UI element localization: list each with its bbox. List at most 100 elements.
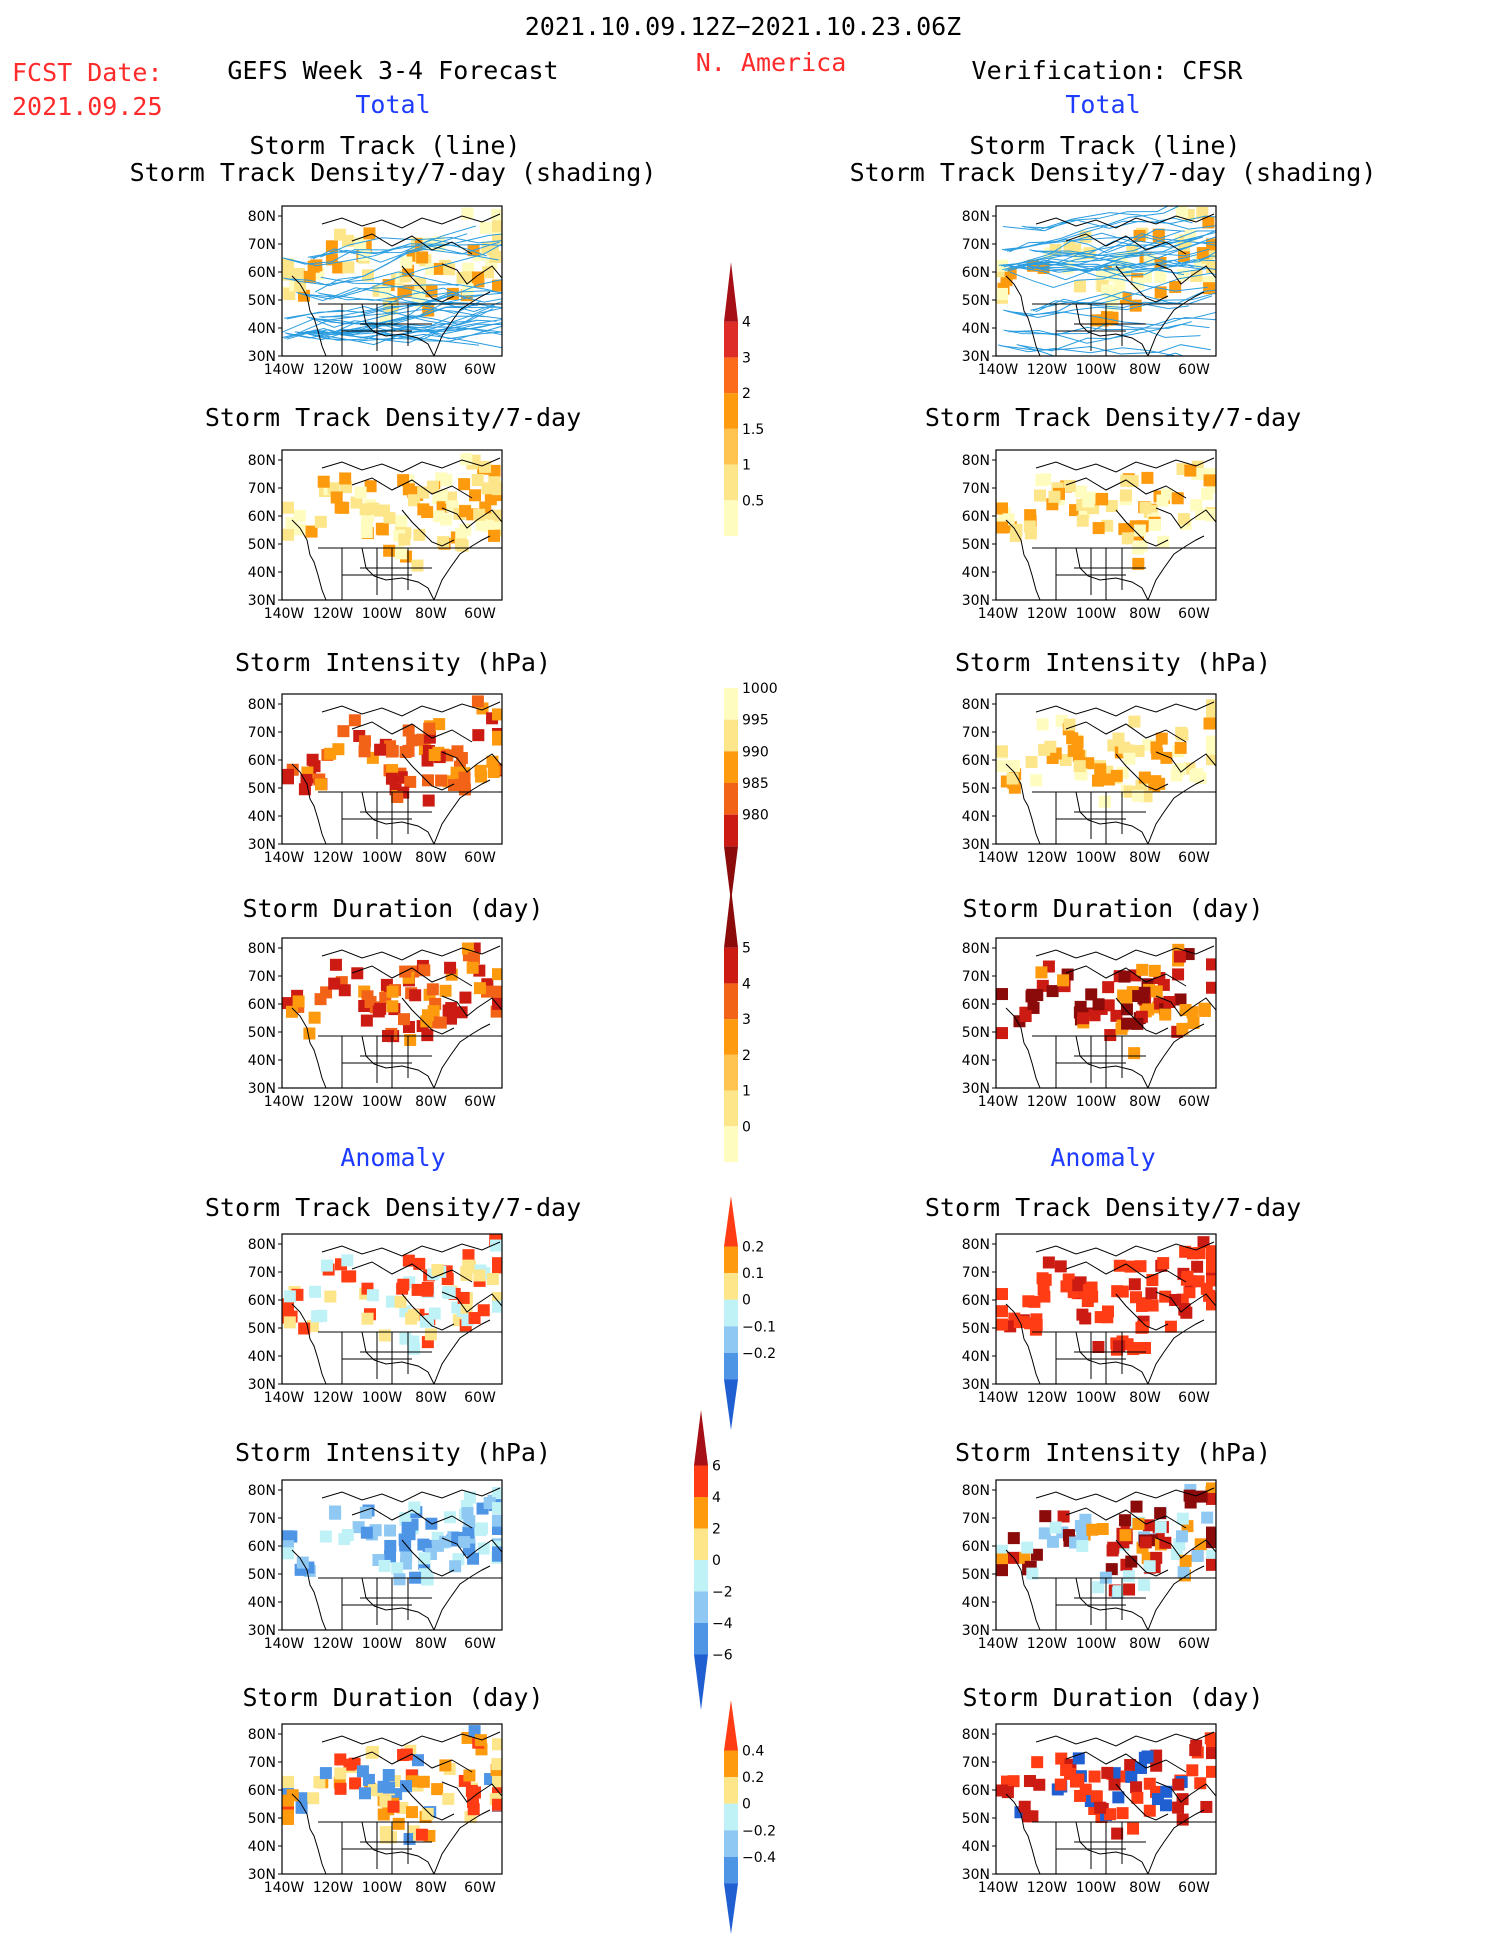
left-total-label: Total xyxy=(355,90,431,119)
lon-tick-label: 80W xyxy=(1129,606,1161,622)
lat-tick-label: 40N xyxy=(962,1839,990,1855)
right-anomaly-label: Anomaly xyxy=(1050,1143,1156,1172)
colorbar-swatch xyxy=(724,1299,738,1327)
lat-tick-label: 50N xyxy=(962,1025,990,1041)
lat-tick-label: 30N xyxy=(962,837,990,853)
lon-tick-label: 140W xyxy=(264,1094,305,1110)
lat-tick-label: 70N xyxy=(962,237,990,253)
lon-tick-label: 60W xyxy=(464,850,496,866)
lat-tick-label: 70N xyxy=(248,725,276,741)
right-column-title: Verification: CFSR xyxy=(971,56,1243,85)
lat-tick-label: 60N xyxy=(248,265,276,281)
lat-tick-label: 50N xyxy=(962,537,990,553)
colorbar-label: 2 xyxy=(742,1048,751,1064)
lat-tick-label: 80N xyxy=(248,941,276,957)
colorbar-label: 0.2 xyxy=(742,1770,764,1786)
fcst-date-label: FCST Date: xyxy=(12,58,163,87)
lon-tick-label: 140W xyxy=(264,1390,305,1406)
forecast-density-anomaly-map: 80N 70N 60N 50N 40N 30N 140W 120W 100W 80W 60W xyxy=(234,1230,512,1408)
lon-tick-label: 120W xyxy=(1027,1094,1068,1110)
colorbar-swatch xyxy=(694,1591,708,1623)
left-intensity-title: Storm Intensity (hPa) xyxy=(234,648,552,677)
lon-tick-label: 100W xyxy=(362,850,403,866)
colorbar-swatch xyxy=(724,1856,738,1884)
map-frame xyxy=(995,205,1217,357)
verification-intensity-anomaly-map: 80N 70N 60N 50N 40N 30N 140W 120W 100W 80W 60W xyxy=(948,1476,1226,1654)
colorbar-label: 980 xyxy=(742,808,769,824)
left-duration-title: Storm Duration (day) xyxy=(242,894,544,923)
lon-tick-label: 80W xyxy=(415,1390,447,1406)
lat-tick-label: 60N xyxy=(962,1293,990,1309)
lat-tick-label: 30N xyxy=(248,593,276,609)
lon-tick-label: 120W xyxy=(1027,1636,1068,1652)
lat-tick-label: 70N xyxy=(248,1265,276,1281)
colorbar-swatch xyxy=(724,1379,738,1430)
colorbar-label: 4 xyxy=(742,976,751,992)
lon-tick-label: 120W xyxy=(1027,606,1068,622)
lat-tick-label: 30N xyxy=(962,1623,990,1639)
lon-tick-label: 60W xyxy=(464,1094,496,1110)
lon-tick-label: 100W xyxy=(1076,1094,1117,1110)
colorbar-swatch xyxy=(694,1623,708,1655)
right-track-title-2: Storm Track Density/7-day (shading) xyxy=(849,158,1377,187)
lon-tick-label: 120W xyxy=(1027,850,1068,866)
lon-tick-label: 60W xyxy=(1178,606,1210,622)
colorbar-swatch xyxy=(724,947,738,984)
lat-tick-label: 30N xyxy=(248,1081,276,1097)
colorbar-swatch xyxy=(694,1465,708,1497)
lat-tick-label: 70N xyxy=(962,969,990,985)
colorbar-label: −2 xyxy=(712,1585,733,1601)
colorbar-label: 6 xyxy=(712,1459,721,1475)
period-title: 2021.10.09.12Z−2021.10.23.06Z xyxy=(524,12,962,41)
lon-tick-label: 140W xyxy=(978,1094,1019,1110)
right-density-anom-title: Storm Track Density/7-day xyxy=(924,1193,1302,1222)
lat-tick-label: 80N xyxy=(248,1237,276,1253)
colorbar-swatch xyxy=(724,1326,738,1353)
lat-tick-label: 70N xyxy=(962,1755,990,1771)
lon-tick-label: 60W xyxy=(1178,1094,1210,1110)
lon-tick-label: 60W xyxy=(1178,1880,1210,1896)
lon-tick-label: 100W xyxy=(362,606,403,622)
map-frame xyxy=(995,937,1217,1089)
colorbar-label: 4 xyxy=(712,1490,721,1506)
duration-total-colorbar: 5 4 3 2 1 0 xyxy=(718,888,798,1190)
colorbar-swatch xyxy=(724,1352,738,1380)
lon-tick-label: 60W xyxy=(1178,362,1210,378)
left-density-title: Storm Track Density/7-day xyxy=(204,403,582,432)
map-frame xyxy=(995,1479,1217,1631)
lat-tick-label: 70N xyxy=(248,237,276,253)
map-frame xyxy=(281,1723,503,1875)
lat-tick-label: 80N xyxy=(962,209,990,225)
lat-tick-label: 60N xyxy=(962,1539,990,1555)
colorbar-swatch xyxy=(724,1803,738,1831)
colorbar-label: 3 xyxy=(742,1012,751,1028)
map-frame xyxy=(281,1479,503,1631)
colorbar-label: −6 xyxy=(712,1648,733,1664)
map-frame xyxy=(281,693,503,845)
colorbar-swatch xyxy=(724,983,738,1020)
duration-anomaly-colorbar: 0.4 0.2 0 −0.2 −0.4 xyxy=(718,1700,798,1938)
density-total-colorbar: 4 3 2 1.5 1 0.5 xyxy=(718,262,798,564)
lat-tick-label: 30N xyxy=(248,837,276,853)
lat-tick-label: 70N xyxy=(962,725,990,741)
colorbar-swatch xyxy=(724,1090,738,1127)
lon-tick-label: 120W xyxy=(313,606,354,622)
colorbar-label: 1 xyxy=(742,458,751,474)
forecast-intensity-anomaly-map: 80N 70N 60N 50N 40N 30N 140W 120W 100W 80W 60W xyxy=(234,1476,512,1654)
lon-tick-label: 80W xyxy=(415,1880,447,1896)
lon-tick-label: 140W xyxy=(264,362,305,378)
lon-tick-label: 140W xyxy=(264,850,305,866)
lat-tick-label: 40N xyxy=(248,1053,276,1069)
map-frame xyxy=(995,1233,1217,1385)
forecast-density-map: 80N 70N 60N 50N 40N 30N 140W 120W 100W 80W 60W xyxy=(234,446,512,624)
lat-tick-label: 70N xyxy=(962,1265,990,1281)
lat-tick-label: 80N xyxy=(962,1237,990,1253)
lat-tick-label: 60N xyxy=(248,997,276,1013)
colorbar-swatch xyxy=(724,751,738,783)
verification-duration-map: 80N 70N 60N 50N 40N 30N 140W 120W 100W 80W 60W xyxy=(948,934,1226,1112)
lon-tick-label: 60W xyxy=(464,1636,496,1652)
verification-intensity-map: 80N 70N 60N 50N 40N 30N 140W 120W 100W 80W 60W xyxy=(948,690,1226,868)
colorbar-swatch xyxy=(724,1246,738,1274)
lon-tick-label: 120W xyxy=(313,1390,354,1406)
colorbar-label: 1.5 xyxy=(742,422,764,438)
